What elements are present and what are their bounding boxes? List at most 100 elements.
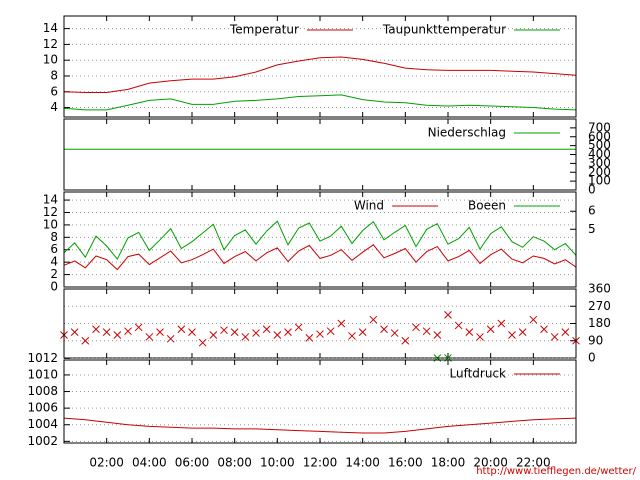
y-tick-label: 1008 [27, 384, 58, 398]
point-marker [188, 328, 196, 336]
y-tick-label: 1010 [27, 367, 58, 381]
series-line [63, 244, 577, 271]
y-tick-label: 4 [50, 100, 58, 114]
y2-tick-label: 200 [588, 165, 611, 179]
x-tick-label: 22:00 [516, 456, 551, 470]
y2-tick-label: 500 [588, 138, 611, 152]
y2-tick-label: 300 [588, 156, 611, 170]
point-marker [198, 338, 207, 347]
point-marker [486, 325, 495, 334]
point-marker [401, 336, 410, 345]
point-marker [124, 327, 132, 336]
x-tick-label: 20:00 [473, 456, 508, 470]
y-tick-label: 10 [43, 217, 58, 231]
point-marker [497, 319, 506, 328]
point-marker [316, 330, 324, 338]
y-tick-label: 1012 [27, 351, 58, 365]
panel-frame [63, 118, 577, 191]
y-tick-label: 6 [50, 84, 58, 98]
y-tick-label: 1004 [27, 417, 58, 431]
legend-label: Niederschlag [428, 126, 506, 140]
y-tick-label: 10 [43, 53, 58, 67]
point-marker [305, 334, 314, 342]
point-marker [348, 332, 356, 340]
footer-link: http://www.tiefflegen.de/wetter/ [476, 466, 636, 477]
point-marker [294, 323, 303, 332]
x-tick-label: 16:00 [388, 456, 423, 470]
legend-label: Wind [354, 199, 384, 213]
y2-tick-label: 360 [588, 282, 611, 296]
point-marker [326, 327, 335, 336]
point-marker [252, 329, 260, 337]
legend-label: Taupunkttemperatur [382, 23, 506, 37]
point-marker [241, 333, 250, 341]
point-marker [262, 325, 271, 334]
point-marker [433, 331, 442, 339]
point-marker [444, 311, 452, 319]
y2-tick-label: 400 [588, 147, 611, 161]
y2-tick-label: 0 [588, 351, 596, 365]
point-marker [540, 325, 548, 334]
y2-tick-label: 6 [588, 204, 596, 218]
y-tick-label: 1002 [27, 434, 58, 448]
y2-tick-label: 100 [588, 174, 611, 188]
point-marker [220, 326, 228, 335]
legend-label: Luftdruck [449, 367, 506, 381]
point-marker [380, 325, 388, 334]
y2-tick-label: 5 [588, 222, 596, 236]
point-marker [518, 328, 527, 336]
point-marker [454, 321, 463, 330]
point-marker [369, 315, 378, 324]
y2-tick-label: 270 [588, 299, 611, 313]
point-marker [550, 333, 559, 341]
x-tick-label: 04:00 [132, 456, 167, 470]
legend-label: Temperatur [229, 23, 299, 37]
point-marker [508, 331, 516, 339]
point-marker [476, 333, 484, 341]
point-marker [273, 331, 282, 339]
point-marker [465, 328, 474, 336]
point-marker [284, 328, 292, 336]
y2-tick-label: 180 [588, 316, 611, 330]
y2-tick-label: 700 [588, 120, 611, 134]
y-tick-label: 4 [50, 255, 58, 269]
y-tick-label: 14 [43, 21, 58, 35]
point-marker [358, 328, 367, 336]
point-marker [113, 331, 122, 339]
series-line [63, 94, 577, 111]
x-tick-label: 02:00 [89, 456, 124, 470]
y-tick-label: 12 [43, 37, 58, 51]
y-tick-label: 14 [43, 193, 58, 207]
y-tick-label: 6 [50, 242, 58, 256]
y-tick-label: 0 [50, 280, 58, 294]
panel-frame [63, 191, 577, 288]
x-tick-label: 06:00 [175, 456, 210, 470]
point-marker [337, 319, 346, 328]
point-marker [412, 323, 420, 332]
point-marker [177, 325, 186, 334]
x-tick-label: 08:00 [217, 456, 252, 470]
series-line [63, 220, 577, 261]
point-marker [166, 334, 175, 343]
x-tick-label: 12:00 [303, 456, 338, 470]
point-marker [209, 331, 218, 339]
point-marker [561, 328, 570, 336]
legend-label: Boeen [468, 199, 506, 213]
point-marker [422, 327, 431, 336]
y2-tick-label: 0 [588, 183, 596, 197]
x-tick-label: 14:00 [345, 456, 380, 470]
point-marker [529, 315, 538, 324]
point-marker [156, 328, 164, 336]
point-marker [145, 333, 154, 341]
y-tick-label: 8 [50, 230, 58, 244]
y-tick-label: 1006 [27, 401, 58, 415]
y-tick-label: 8 [50, 68, 58, 82]
y2-tick-label: 90 [588, 333, 603, 347]
point-marker [230, 328, 239, 336]
panel-frame [63, 359, 577, 444]
x-tick-label: 10:00 [260, 456, 295, 470]
y-tick-label: 12 [43, 205, 58, 219]
x-tick-label: 18:00 [431, 456, 466, 470]
series-line [63, 417, 577, 434]
